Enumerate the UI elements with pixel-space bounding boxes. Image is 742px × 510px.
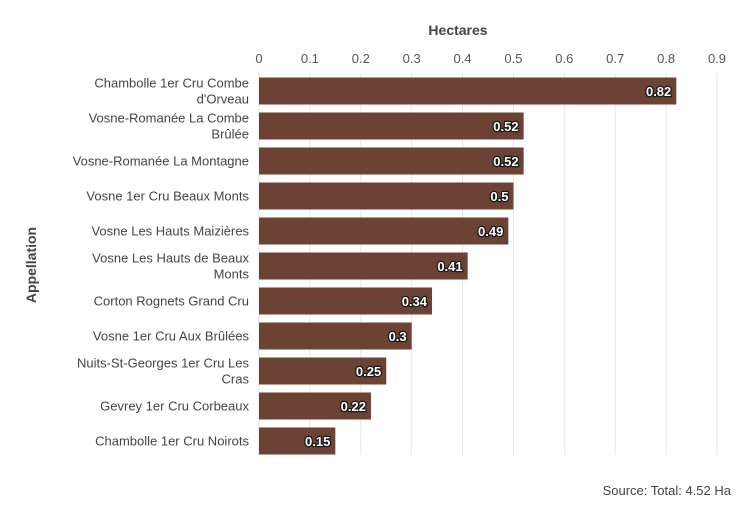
x-tick-label: 0.8: [657, 51, 675, 66]
x-tick-label: 0.3: [403, 51, 421, 66]
x-axis-title: Hectares: [428, 22, 487, 38]
data-label: 0.41: [437, 259, 462, 274]
data-label: 0.22: [341, 399, 366, 414]
data-label: 0.52: [493, 119, 518, 134]
x-tick-label: 0.5: [504, 51, 522, 66]
bar-chart: 0 0.1 0.2 0.3 0.4 0.5 0.6 0.7 0.8 0.9 Hectares Appe…: [23, 22, 726, 455]
x-tick-label: 0.2: [352, 51, 370, 66]
category-label: d'Orveau: [197, 92, 249, 107]
category-label: Chambolle 1er Cru Combe: [94, 76, 249, 91]
data-label: 0.3: [389, 329, 407, 344]
data-label: 0.34: [402, 294, 428, 309]
category-label: Vosne-Romanée La Combe: [89, 111, 249, 126]
bar: [259, 392, 371, 420]
y-axis-title: Appellation: [23, 227, 39, 303]
category-label: Vosne-Romanée La Montagne: [73, 154, 249, 169]
category-label: Cras: [222, 372, 250, 387]
category-label: Vosne Les Hauts de Beaux: [92, 251, 249, 266]
x-tick-label: 0.4: [454, 51, 472, 66]
category-label: Vosne 1er Cru Aux Brûlées: [93, 329, 250, 344]
data-label: 0.82: [646, 84, 671, 99]
category-label: Vosne Les Hauts Maizières: [91, 224, 249, 239]
bar: [259, 427, 336, 455]
source-note: Source: Total: 4.52 Ha: [602, 483, 731, 498]
category-label: Vosne 1er Cru Beaux Monts: [86, 189, 249, 204]
data-label: 0.49: [478, 224, 503, 239]
bar: [259, 252, 468, 280]
data-label: 0.52: [493, 154, 518, 169]
bar: [259, 287, 433, 315]
category-label: Brûlée: [211, 127, 249, 142]
data-label: 0.5: [490, 189, 508, 204]
x-tick-label: 0.7: [606, 51, 624, 66]
x-tick-label: 0.6: [555, 51, 573, 66]
category-label: Nuits-St-Georges 1er Cru Les: [77, 356, 249, 371]
bar: [259, 182, 514, 210]
x-tick-label: 0.1: [301, 51, 319, 66]
category-label: Chambolle 1er Cru Noirots: [95, 434, 249, 449]
bar: [259, 77, 677, 105]
category-label: Gevrey 1er Cru Corbeaux: [100, 399, 249, 414]
data-label: 0.25: [356, 364, 381, 379]
category-label: Corton Rognets Grand Cru: [94, 294, 249, 309]
bar: [259, 217, 509, 245]
bar: [259, 112, 524, 140]
x-tick-label: 0: [255, 51, 262, 66]
data-label: 0.15: [305, 434, 330, 449]
bar: [259, 322, 412, 350]
bar: [259, 357, 387, 385]
category-label: Monts: [214, 267, 250, 282]
x-tick-label: 0.9: [708, 51, 726, 66]
bar: [259, 147, 524, 175]
